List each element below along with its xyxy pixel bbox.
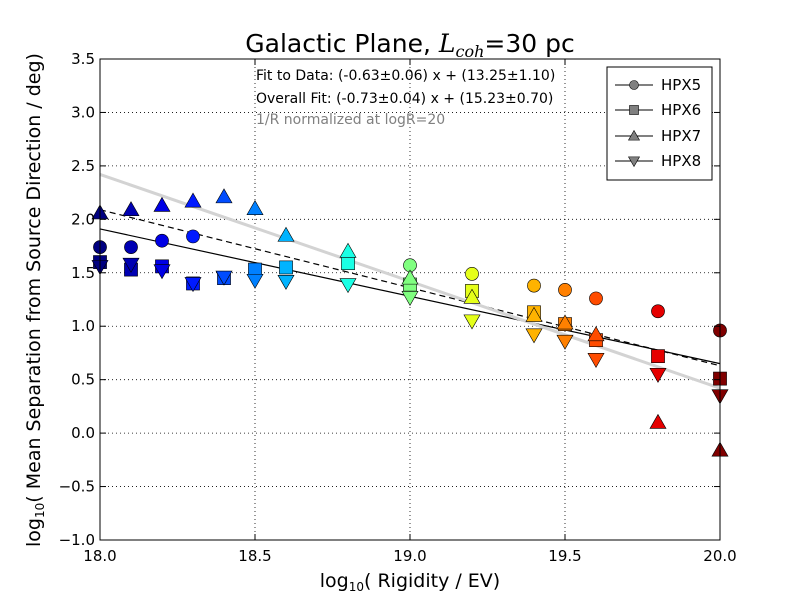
- overall-fit-line: [99, 209, 721, 367]
- hpx5-point: [527, 278, 541, 293]
- hpx6-point: [279, 260, 293, 275]
- hpx8-point: [277, 275, 295, 290]
- x-tick-label: 18.5: [238, 547, 271, 565]
- legend-label-hpx5: HPX5: [661, 76, 701, 94]
- x-tick-label: 19.5: [548, 547, 581, 565]
- legend-label-hpx6: HPX6: [661, 101, 701, 119]
- y-tick-label: 2.5: [71, 157, 95, 175]
- hpx8-point: [525, 328, 543, 344]
- y-tick-label: 3.5: [71, 50, 95, 68]
- y-tick-label: 0.5: [71, 371, 95, 389]
- axis-ticks: 18.0 18.5 19.0 19.5 20.0 −1.0 −0.5 0.0 0.5 1.0 1.5…: [59, 50, 737, 565]
- hpx7-point: [339, 242, 357, 258]
- annotation-normalization: 1/R normalized at logR=20: [256, 112, 445, 128]
- annotation-overall-fit: Overall Fit: (-0.73±0.04) x + (15.23±0.7…: [256, 91, 553, 107]
- annotation-fit-to-data: Fit to Data: (-0.63±0.06) x + (13.25±1.1…: [256, 68, 555, 84]
- hpx5-point: [186, 229, 200, 244]
- y-tick-label: 2.0: [71, 210, 95, 228]
- hpx8-point: [556, 334, 574, 350]
- hpx8-point: [246, 273, 264, 289]
- hpx5-point: [651, 304, 665, 319]
- x-tick-label: 20.0: [703, 547, 736, 565]
- hpx8-point: [215, 270, 233, 286]
- legend-marker-hpx7: [627, 129, 641, 141]
- hpx7-point: [587, 326, 605, 342]
- series-hpx7: [91, 188, 729, 457]
- hpx8-point: [184, 277, 202, 293]
- hpx7-point: [277, 226, 295, 242]
- hpx7-point: [649, 413, 667, 429]
- hpx7-point: [556, 314, 574, 330]
- x-axis-title: log10( Rigidity / EV): [320, 570, 500, 594]
- x-tick-label: 18.0: [83, 547, 116, 565]
- hpx8-point: [649, 368, 667, 383]
- legend-marker-hpx6: [629, 105, 639, 115]
- y-tick-label: 1.5: [71, 264, 95, 282]
- hpx7-point: [246, 200, 264, 215]
- hpx5-point: [124, 240, 138, 254]
- hpx8-point: [339, 278, 357, 294]
- hpx7-point: [215, 188, 233, 204]
- hpx5-point: [155, 233, 169, 248]
- legend-markers: [615, 80, 653, 168]
- series-hpx6: [93, 255, 727, 386]
- hpx7-point: [153, 196, 171, 212]
- y-tick-label: −1.0: [59, 531, 95, 549]
- legend-marker-hpx5: [629, 80, 639, 90]
- legend: HPX5 HPX6 HPX7 HPX8: [606, 66, 713, 181]
- hpx5-point: [558, 283, 572, 297]
- legend-label-hpx7: HPX7: [661, 127, 701, 145]
- hpx7-point: [401, 269, 419, 285]
- hpx7-point: [525, 306, 543, 322]
- hpx6-point: [651, 349, 665, 364]
- hpx7-point: [184, 192, 202, 208]
- chart-title: Galactic Plane, Lcoh=30 pc: [245, 29, 574, 61]
- y-tick-label: 3.0: [71, 103, 95, 121]
- y-axis-title: log10( Mean Separation from Source Direc…: [23, 53, 47, 547]
- hpx7-point: [463, 288, 481, 304]
- hpx8-point: [153, 264, 171, 280]
- y-tick-label: 1.0: [71, 317, 95, 335]
- hpx5-point: [589, 291, 603, 306]
- hpx6-point: [341, 256, 355, 271]
- legend-marker-hpx8: [627, 156, 641, 168]
- hpx8-point: [401, 291, 419, 306]
- hpx8-point: [587, 353, 605, 368]
- hpx8-point: [122, 257, 140, 273]
- hpx7-point: [122, 201, 140, 217]
- y-tick-label: −0.5: [59, 478, 95, 496]
- hpx5-point: [465, 266, 479, 281]
- legend-label-hpx8: HPX8: [661, 152, 701, 170]
- hpx8-point: [463, 314, 481, 330]
- y-tick-label: 0.0: [71, 424, 95, 442]
- x-tick-label: 19.0: [393, 547, 426, 565]
